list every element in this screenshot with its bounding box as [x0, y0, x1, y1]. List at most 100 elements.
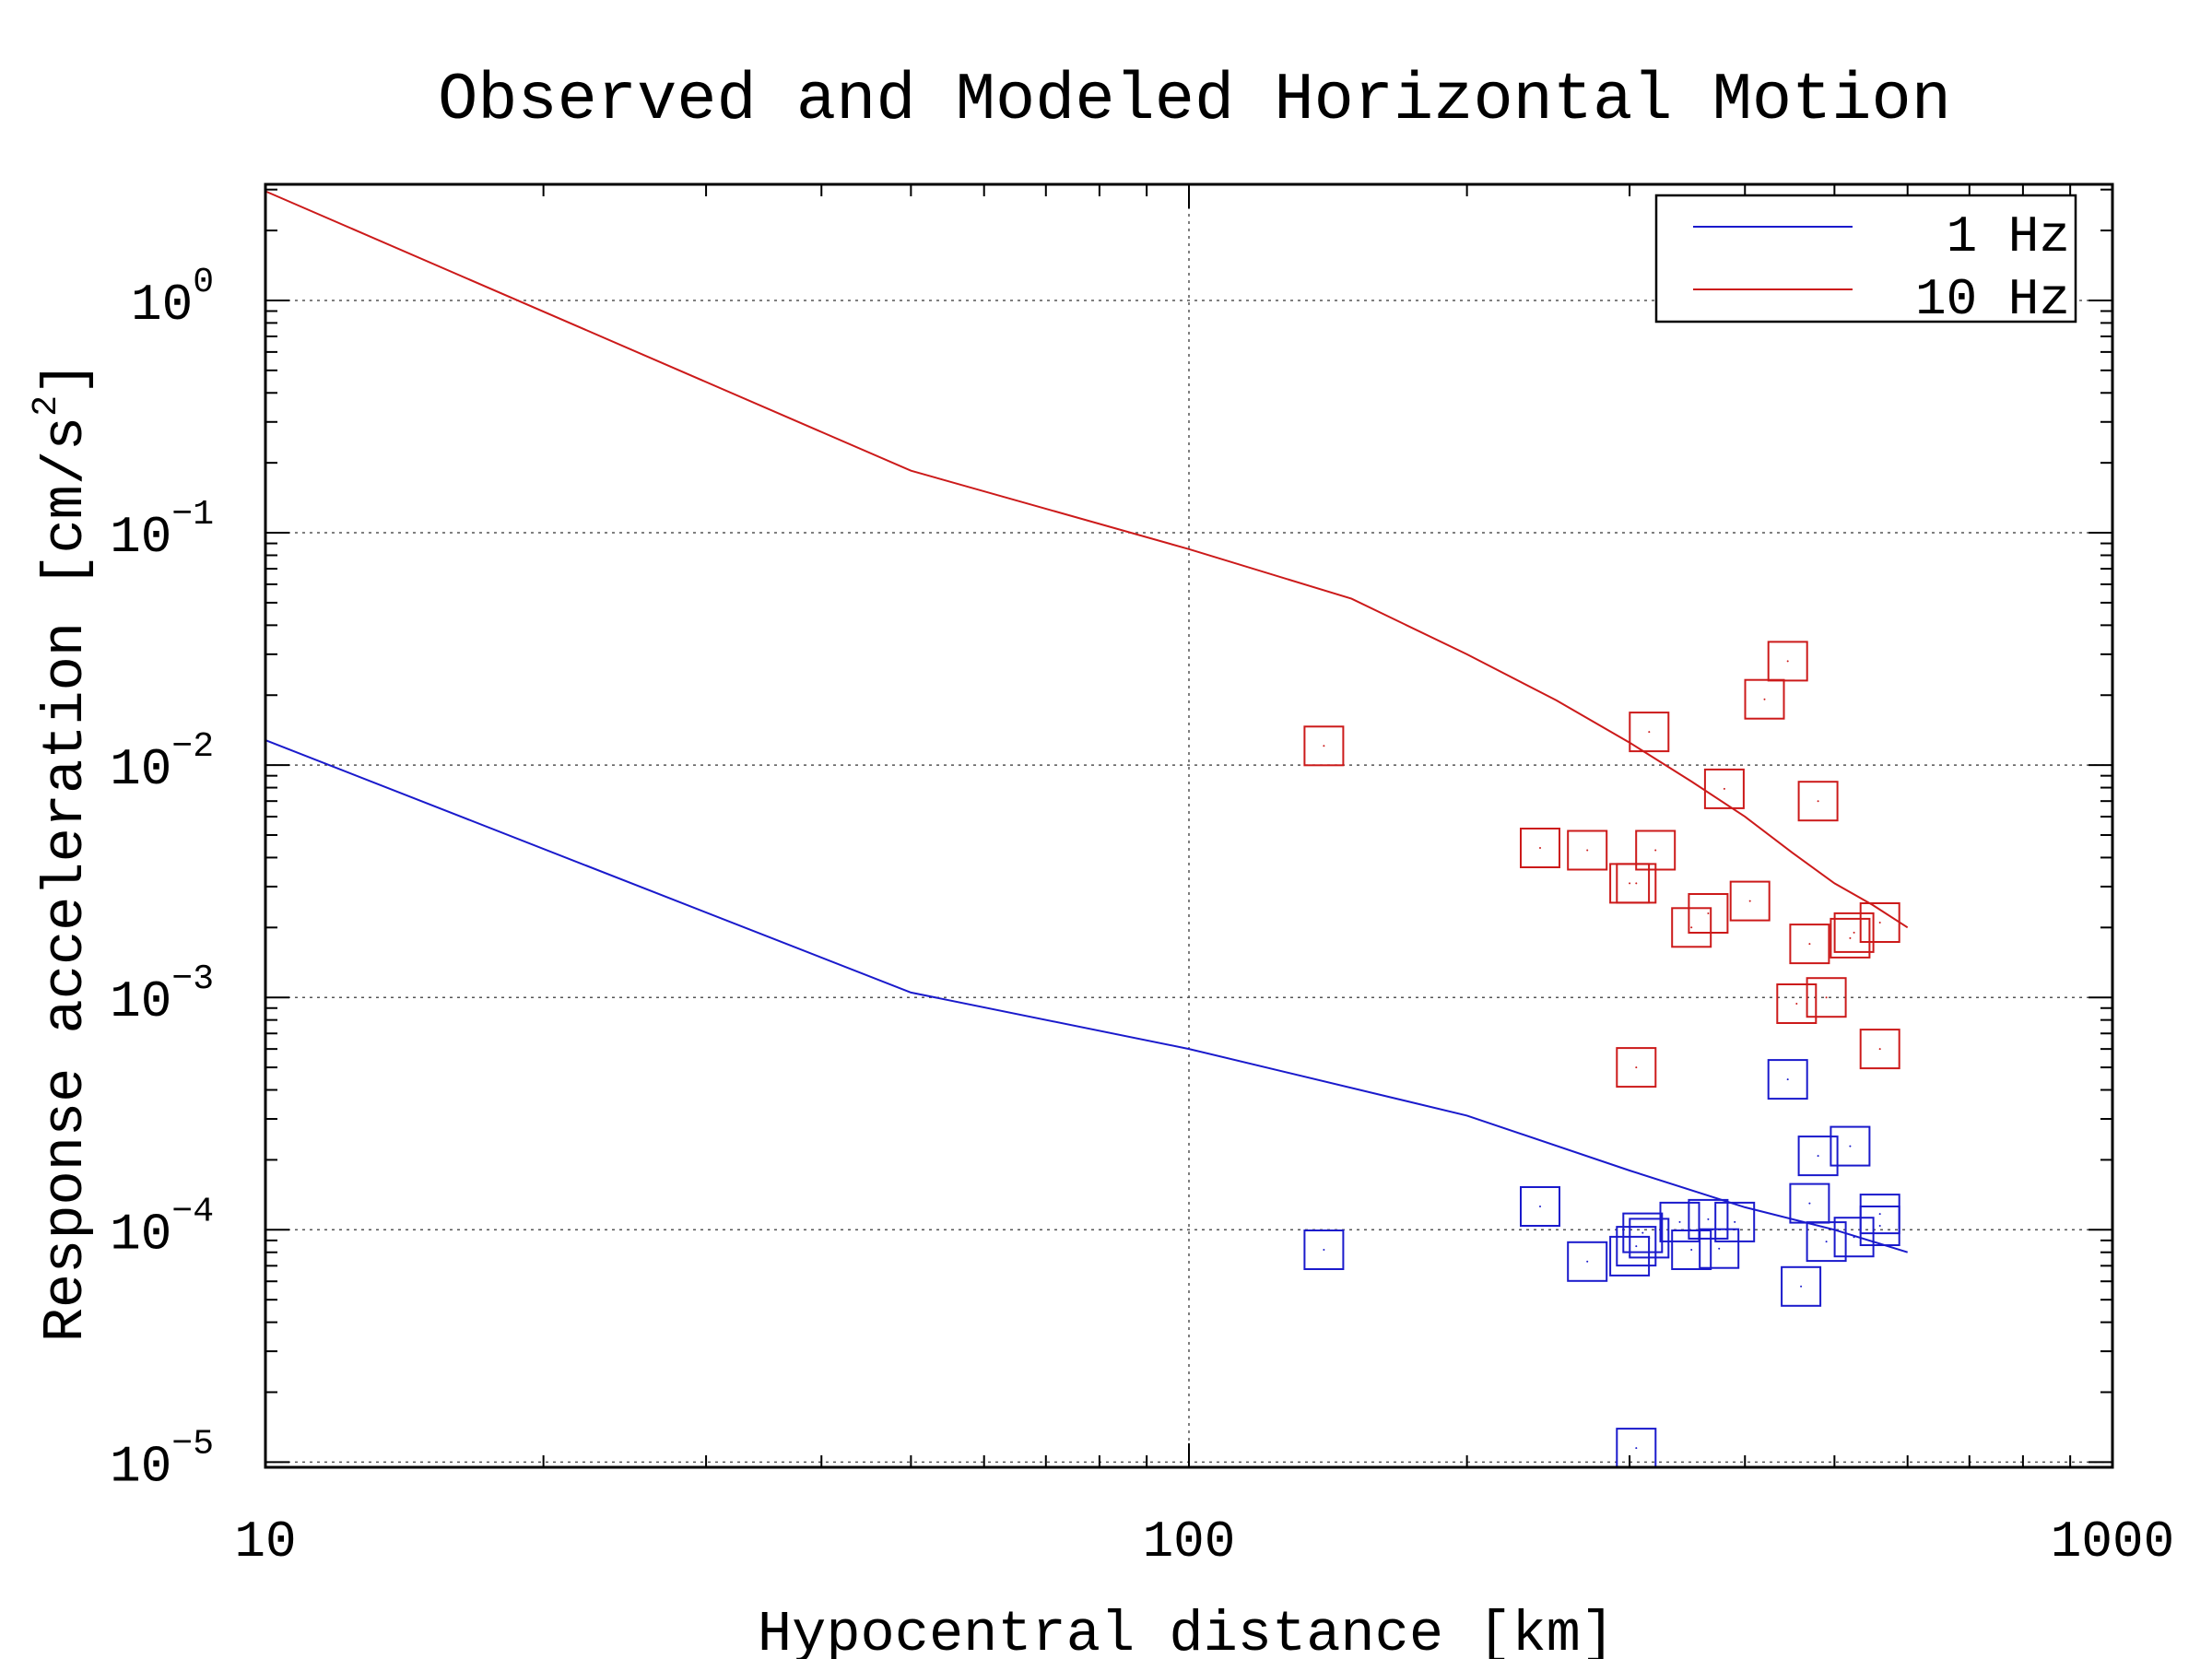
y-axis-label-text: Response acceleration [cm/s	[33, 417, 99, 1343]
observed-point-1hz	[1629, 1218, 1670, 1259]
chart-title: Observed and Modeled Horizontal Motion	[438, 63, 1951, 138]
y-tick-label: 100	[131, 263, 214, 335]
observed-point-center	[1734, 1220, 1736, 1223]
observed-point-center	[1817, 1155, 1819, 1158]
observed-point-10hz	[1729, 880, 1771, 922]
observed-point-center	[1763, 698, 1766, 700]
observed-point-center	[1786, 1078, 1789, 1081]
observed-point-10hz	[1303, 725, 1345, 767]
observed-point-10hz	[1616, 1047, 1657, 1088]
y-tick-base: 10	[110, 508, 171, 567]
observed-point-center	[1648, 1237, 1651, 1240]
y-axis-label-sup: 2	[27, 395, 66, 417]
y-tick-exponent: −3	[171, 959, 214, 999]
observed-point-10hz	[1629, 712, 1670, 753]
legend: 1 Hz 10 Hz	[1654, 194, 2077, 329]
observed-point-center	[1586, 849, 1589, 852]
observed-point-center	[1878, 1048, 1881, 1051]
observed-point-10hz	[1767, 641, 1808, 682]
observed-point-center	[1539, 1206, 1541, 1207]
observed-point-1hz	[1767, 1059, 1808, 1100]
observed-point-10hz	[1703, 768, 1745, 809]
observed-point-10hz	[1833, 912, 1875, 953]
x-tick-label: 1000	[2051, 1512, 2174, 1571]
observed-point-center	[1723, 787, 1725, 790]
observed-point-1hz	[1659, 1201, 1700, 1242]
y-tick-label: 10−2	[110, 727, 214, 799]
legend-box	[1654, 194, 2077, 324]
observed-point-10hz	[1830, 917, 1871, 959]
observed-point-1hz	[1806, 1221, 1847, 1263]
y-tick-base: 10	[110, 1437, 171, 1496]
observed-point-center	[1800, 1285, 1803, 1288]
axis-ticks	[265, 184, 2113, 1467]
observed-point-1hz	[1830, 1125, 1871, 1167]
observed-point-center	[1748, 900, 1751, 902]
observed-point-center	[1654, 849, 1657, 852]
model-lines	[265, 190, 1909, 1253]
observed-point-10hz	[1688, 893, 1729, 934]
observed-point-1hz	[1833, 1217, 1875, 1258]
y-axis-label: Response acceleration [cm/s2]	[27, 361, 99, 1343]
observed-point-1hz	[1781, 1265, 1822, 1307]
observed-point-center	[1635, 1245, 1638, 1248]
observed-point-1hz	[1699, 1228, 1740, 1269]
observed-point-center	[1808, 943, 1811, 946]
observed-point-center	[1795, 1003, 1798, 1005]
observed-point-center	[1629, 882, 1631, 885]
observed-point-10hz	[1859, 1029, 1900, 1070]
observed-point-1hz	[1303, 1230, 1345, 1270]
observed-point-1hz	[1616, 1226, 1657, 1267]
observed-point-center	[1718, 1247, 1721, 1250]
x-tick-label: 10	[234, 1512, 296, 1571]
y-tick-base: 10	[110, 972, 171, 1031]
grid	[265, 184, 2112, 1467]
observed-point-10hz	[1671, 907, 1712, 948]
observed-point-10hz	[1859, 902, 1900, 943]
y-tick-base: 10	[110, 1205, 171, 1264]
observed-point-center	[1323, 745, 1325, 747]
observed-point-10hz	[1567, 830, 1608, 871]
x-tick-label: 100	[1143, 1512, 1236, 1571]
observed-point-1hz	[1671, 1230, 1712, 1270]
observed-point-center	[1635, 882, 1638, 885]
legend-label-10hz: 10 Hz	[1915, 270, 2070, 329]
legend-label-1hz: 1 Hz	[1947, 207, 2070, 266]
observed-point-center	[1808, 1202, 1811, 1205]
observed-point-center	[1707, 1218, 1710, 1220]
observed-point-1hz	[1622, 1212, 1664, 1253]
observed-point-10hz	[1520, 828, 1560, 868]
observed-point-center	[1853, 931, 1855, 934]
y-tick-exponent: −1	[171, 495, 214, 535]
y-tick-label: 10−4	[110, 1192, 214, 1264]
observed-point-10hz	[1806, 977, 1847, 1018]
observed-point-center	[1878, 1213, 1881, 1216]
observed-point-center	[1678, 1220, 1681, 1223]
observed-point-center	[1849, 1145, 1852, 1147]
model-line-1hz	[265, 739, 1908, 1253]
observed-point-1hz	[1859, 1206, 1900, 1246]
observed-point-center	[1786, 660, 1789, 663]
observed-point-center	[1586, 1260, 1589, 1263]
observed-point-center	[1817, 800, 1819, 803]
y-tick-base: 10	[131, 276, 193, 335]
observed-point-1hz	[1797, 1135, 1839, 1177]
y-tick-exponent: −2	[171, 727, 214, 767]
observed-point-center	[1641, 1231, 1644, 1234]
observed-point-center	[1878, 1225, 1881, 1227]
y-tick-exponent: 0	[193, 263, 214, 302]
observed-point-center	[1707, 912, 1710, 914]
observed-point-10hz	[1744, 678, 1785, 720]
y-tick-base: 10	[110, 740, 171, 799]
observed-point-center	[1635, 1447, 1638, 1450]
observed-point-10hz	[1635, 830, 1677, 871]
y-tick-exponent: −4	[171, 1192, 214, 1231]
observed-point-1hz	[1567, 1241, 1608, 1282]
observed-point-center	[1690, 926, 1693, 929]
observed-point-center	[1635, 1066, 1638, 1069]
observed-point-1hz	[1688, 1198, 1729, 1240]
observed-point-center	[1690, 1249, 1693, 1251]
observed-point-center	[1825, 1241, 1828, 1243]
observed-point-10hz	[1797, 781, 1839, 822]
